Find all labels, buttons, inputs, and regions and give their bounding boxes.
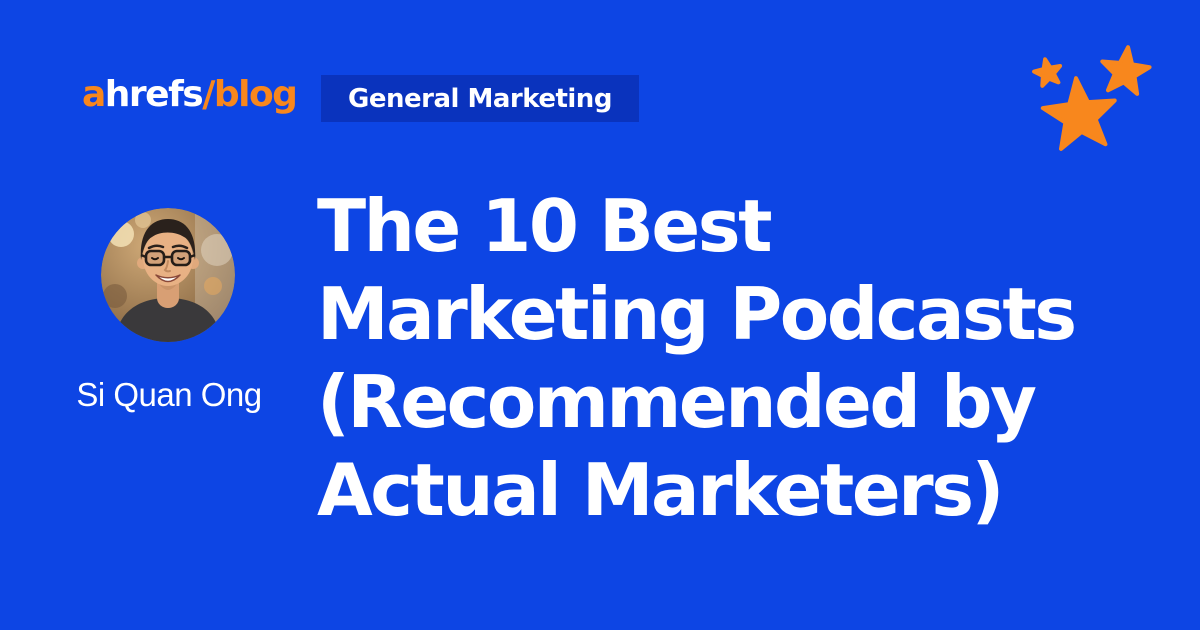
author-avatar xyxy=(101,208,235,342)
title-line: Marketing Podcasts xyxy=(317,272,1077,356)
category-badge: General Marketing xyxy=(321,75,639,122)
title-line: Actual Marketers) xyxy=(317,448,1004,532)
post-title: The 10 Best Marketing Podcasts (Recommen… xyxy=(317,182,1147,534)
avatar-photo-icon xyxy=(101,208,235,342)
star-large-icon xyxy=(1040,76,1117,151)
title-line: The 10 Best xyxy=(317,184,773,268)
author-name: Si Quan Ong xyxy=(76,376,262,413)
logo-part-a: a xyxy=(82,74,106,115)
star-small-icon xyxy=(1032,57,1063,88)
stars-icon xyxy=(1032,45,1152,151)
star-medium-icon xyxy=(1100,45,1152,96)
logo-part-hrefs: hrefs xyxy=(104,74,204,115)
title-line: (Recommended by xyxy=(317,360,1037,444)
ahrefs-blog-logo: ahrefs/blog xyxy=(82,74,298,115)
stars-decoration xyxy=(1008,40,1172,164)
category-badge-label: General Marketing xyxy=(348,83,612,114)
logo-part-slash-blog: /blog xyxy=(202,74,298,115)
